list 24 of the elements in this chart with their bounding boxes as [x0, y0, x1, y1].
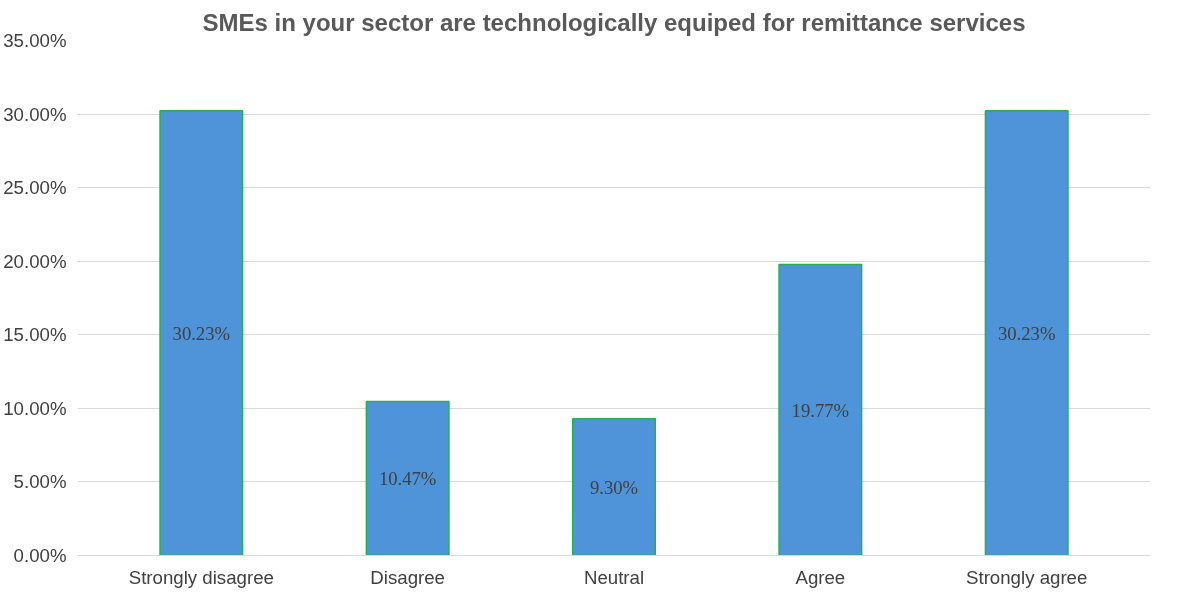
bar: [571, 417, 657, 556]
y-tick-label: 25.00%: [3, 177, 67, 199]
y-tick-label: 30.00%: [3, 103, 67, 125]
x-tick-label: Disagree: [370, 566, 445, 588]
data-label: 10.47%: [378, 467, 437, 489]
x-tick-label: Neutral: [583, 566, 645, 588]
y-tick-label: 5.00%: [13, 471, 67, 493]
x-tick-label: Strongly disagree: [128, 566, 274, 588]
data-label: 30.23%: [172, 322, 231, 344]
bar: [159, 109, 244, 556]
y-tick-label: 20.00%: [3, 250, 67, 272]
bar: [984, 109, 1069, 556]
data-label: 19.77%: [791, 399, 850, 421]
bar: [778, 263, 863, 556]
chart-title: SMEs in your sector are technologically equiped for remittance services: [202, 8, 1026, 36]
y-tick-label: 35.00%: [3, 30, 67, 51]
bar: [365, 400, 450, 556]
data-label: 9.30%: [589, 476, 639, 498]
x-tick-label: Agree: [795, 566, 846, 588]
y-tick-label: 0.00%: [13, 545, 67, 566]
x-tick-label: Strongly agree: [966, 566, 1088, 588]
y-tick-label: 10.00%: [3, 397, 67, 419]
data-label: 30.23%: [997, 322, 1056, 344]
y-tick-label: 15.00%: [3, 324, 67, 346]
